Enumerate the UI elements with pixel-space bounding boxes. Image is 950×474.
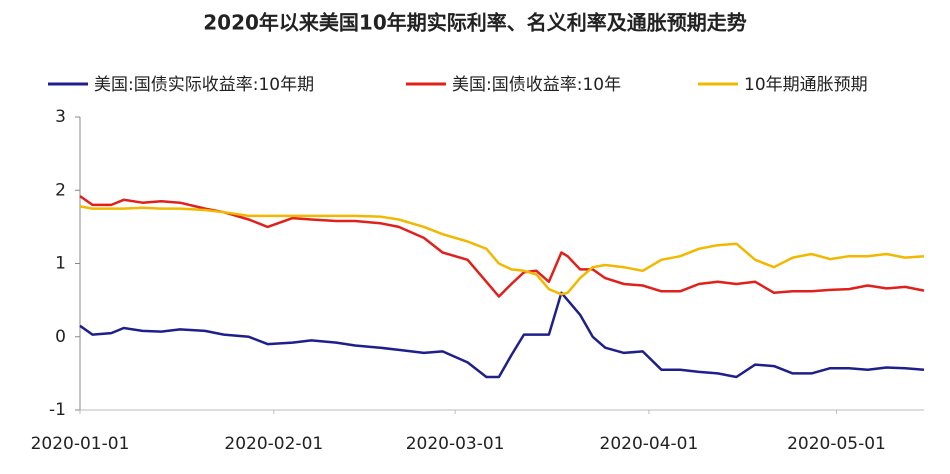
chart-title: 2020年以来美国10年期实际利率、名义利率及通胀预期走势 xyxy=(203,11,747,35)
x-tick-label: 2020-03-01 xyxy=(406,434,505,454)
x-tick-label: 2020-02-01 xyxy=(224,434,323,454)
y-tick-label: -1 xyxy=(49,400,66,420)
series-line xyxy=(79,291,925,379)
legend-label: 10年期通胀预期 xyxy=(744,75,868,95)
y-tick-label: 2 xyxy=(55,180,66,200)
legend-label: 美国:国债收益率:10年 xyxy=(452,75,621,95)
y-tick-label: 1 xyxy=(55,254,66,274)
series-line xyxy=(79,205,925,296)
y-tick-label: 3 xyxy=(55,107,66,127)
y-tick-label: 0 xyxy=(55,327,66,347)
x-tick-label: 2020-04-01 xyxy=(600,434,699,454)
x-tick-label: 2020-01-01 xyxy=(31,434,130,454)
x-tick-label: 2020-05-01 xyxy=(787,434,886,454)
legend-label: 美国:国债实际收益率:10年期 xyxy=(94,75,314,95)
